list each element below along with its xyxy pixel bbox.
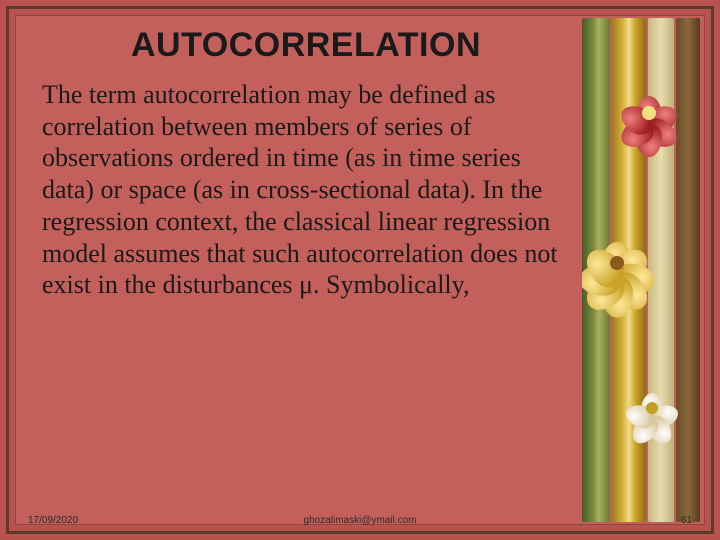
decor-panel-brown [676, 18, 700, 522]
decorative-sidebar [582, 18, 702, 522]
footer-date: 17/09/2020 [28, 515, 78, 526]
footer-email: ghozalimaski@ymail.com [28, 515, 692, 526]
flower-red-icon [614, 78, 684, 148]
footer: 17/09/2020 ghozalimaski@ymail.com 61 [28, 515, 692, 526]
footer-page-number: 61 [681, 515, 692, 526]
slide: AUTOCORRELATION The term autocorrelation… [0, 0, 720, 540]
flower-white-icon [622, 378, 682, 438]
slide-body-text: The term autocorrelation may be defined … [42, 79, 570, 301]
content-area: AUTOCORRELATION The term autocorrelation… [42, 26, 570, 504]
slide-title: AUTOCORRELATION [42, 26, 570, 65]
